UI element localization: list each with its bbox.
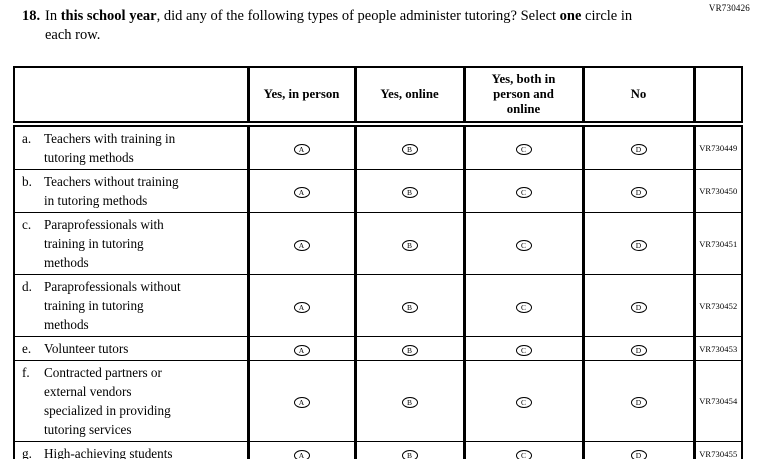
answer-bubble-c[interactable]: C	[515, 301, 532, 313]
answer-bubble-a[interactable]: A	[293, 397, 310, 409]
header-yes-online: Yes, online	[353, 66, 464, 127]
header-no: No	[581, 66, 694, 127]
question-text-part2: , did any of the following types of peop…	[156, 8, 560, 24]
row-label: Teachers without training in tutoring me…	[44, 174, 179, 208]
row-label: Contracted partners or external vendors …	[44, 365, 171, 437]
header-row: Yes, in person Yes, online Yes, both in …	[14, 66, 742, 127]
table-row-f: f. Contracted partners or external vendor…	[14, 360, 742, 442]
answer-grid: Yes, in person Yes, online Yes, both in …	[13, 66, 743, 459]
answer-bubble-d[interactable]: D	[630, 449, 647, 459]
table-row-g: g. High-achieving students A B C D VR7304…	[14, 441, 742, 459]
answer-bubble-b[interactable]: B	[401, 449, 418, 459]
table-row-e: e. Volunteer tutors A B C D VR730453	[14, 336, 742, 361]
table-row-d: d. Paraprofessionals without training in …	[14, 274, 742, 337]
answer-bubble-b[interactable]: B	[401, 301, 418, 313]
answer-bubble-d[interactable]: D	[630, 397, 647, 409]
row-label: Volunteer tutors	[44, 341, 129, 356]
row-label: Paraprofessionals without training in tu…	[44, 279, 181, 332]
header-yes-in-person: Yes, in person	[246, 66, 355, 127]
answer-bubble-c[interactable]: C	[515, 239, 532, 251]
answer-bubble-b[interactable]: B	[401, 397, 418, 409]
answer-bubble-a[interactable]: A	[293, 301, 310, 313]
header-yes-both: Yes, both in person and online	[462, 66, 583, 127]
page-variable-code: VR730426	[708, 3, 750, 13]
question-text-part3: circle in each row.	[45, 8, 633, 43]
header-empty-cell	[14, 66, 248, 127]
row-letter: g.	[22, 446, 32, 459]
question-text-part1: In	[45, 8, 61, 24]
row-code: VR730453	[692, 336, 742, 361]
answer-bubble-c[interactable]: C	[515, 144, 532, 156]
answer-bubble-a[interactable]: A	[293, 187, 310, 199]
answer-bubble-b[interactable]: B	[401, 239, 418, 251]
row-letter: e.	[22, 341, 32, 356]
answer-bubble-b[interactable]: B	[401, 144, 418, 156]
answer-bubble-c[interactable]: C	[515, 397, 532, 409]
table-row-c: c. Paraprofessionals with training in tut…	[14, 212, 742, 275]
answer-bubble-d[interactable]: D	[630, 239, 647, 251]
question-text-bold2: one	[559, 8, 582, 24]
question-text: In this school year, did any of the foll…	[45, 7, 642, 45]
row-code: VR730451	[692, 212, 742, 275]
row-label: Teachers with training in tutoring metho…	[44, 131, 176, 165]
answer-bubble-a[interactable]: A	[293, 449, 310, 459]
answer-bubble-d[interactable]: D	[630, 344, 647, 356]
table-row-a: a. Teachers with training in tutoring met…	[14, 123, 742, 170]
row-label: Paraprofessionals with training in tutor…	[44, 217, 164, 270]
answer-bubble-b[interactable]: B	[401, 187, 418, 199]
row-letter: b.	[22, 174, 32, 189]
answer-bubble-b[interactable]: B	[401, 344, 418, 356]
header-code-cell	[692, 66, 742, 127]
answer-bubble-c[interactable]: C	[515, 344, 532, 356]
row-code: VR730449	[692, 123, 742, 170]
table-row-b: b. Teachers without training in tutoring …	[14, 169, 742, 213]
row-label: High-achieving students	[44, 446, 173, 459]
answer-bubble-c[interactable]: C	[515, 449, 532, 459]
row-letter: f.	[22, 365, 30, 380]
answer-bubble-c[interactable]: C	[515, 187, 532, 199]
row-letter: d.	[22, 279, 32, 294]
row-code: VR730452	[692, 274, 742, 337]
row-letter: a.	[22, 131, 32, 146]
answer-bubble-d[interactable]: D	[630, 187, 647, 199]
answer-bubble-d[interactable]: D	[630, 144, 647, 156]
row-code: VR730455	[692, 441, 742, 459]
answer-bubble-a[interactable]: A	[293, 344, 310, 356]
question-text-bold1: this school year	[60, 8, 157, 24]
question-number: 18.	[22, 8, 41, 24]
row-code: VR730454	[692, 360, 742, 442]
row-letter: c.	[22, 217, 32, 232]
answer-bubble-a[interactable]: A	[293, 239, 310, 251]
question-block: 18. In this school year, did any of the …	[22, 7, 758, 45]
row-code: VR730450	[692, 169, 742, 213]
answer-bubble-d[interactable]: D	[630, 301, 647, 313]
answer-bubble-a[interactable]: A	[293, 144, 310, 156]
